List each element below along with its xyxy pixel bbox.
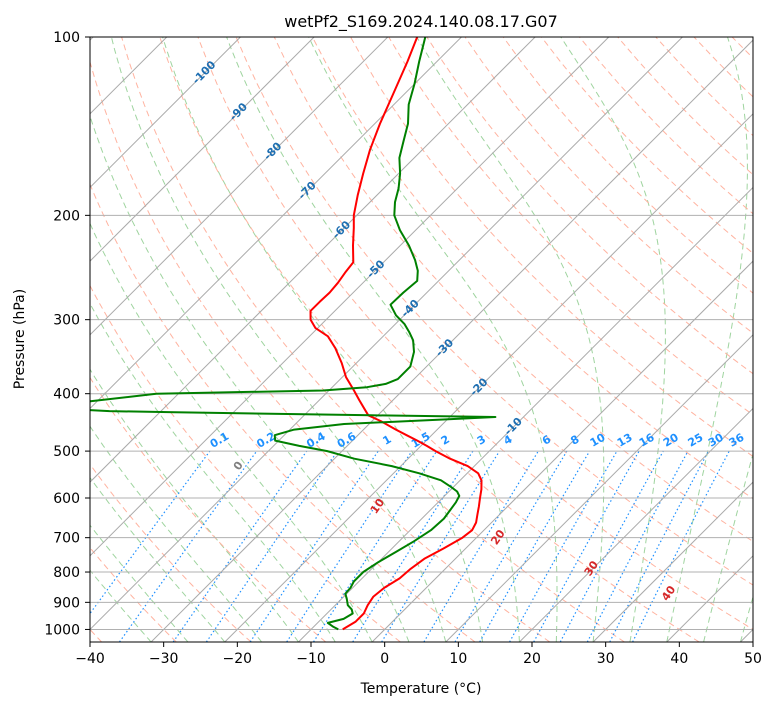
x-axis-label: Temperature (°C) <box>360 681 482 697</box>
chart-title: wetPf2_S169.2024.140.08.17.G07 <box>284 12 558 32</box>
mixing-ratio-line <box>172 450 308 642</box>
mixing-ratio-line <box>559 450 664 642</box>
moist-adiabat <box>110 37 447 642</box>
plot-frame <box>89 36 754 643</box>
y-tick-label: 700 <box>53 531 80 547</box>
x-tick-label: 20 <box>523 651 541 667</box>
y-tick-label: 500 <box>53 444 80 460</box>
mixing-ratio-line <box>312 450 438 642</box>
y-tick-label: 800 <box>53 565 80 581</box>
mixing-ratio-line <box>632 450 730 642</box>
isotherm-line <box>90 37 389 336</box>
x-tick-label: 40 <box>670 651 688 667</box>
moist-adiabat <box>416 37 605 642</box>
pressure-gridlines <box>90 37 753 630</box>
mixing-ratio-line <box>205 450 338 642</box>
dry-adiabat <box>159 37 700 642</box>
mixing-ratio-line <box>90 450 211 615</box>
dry-adiabats <box>90 37 753 642</box>
mixing-ratio-line <box>533 450 640 642</box>
dry-adiabat <box>235 37 753 586</box>
x-tick-label: −40 <box>75 651 105 667</box>
moist-adiabat <box>703 452 753 642</box>
moist-adiabat <box>90 222 373 642</box>
isotherm-line <box>90 37 610 557</box>
dry-adiabat <box>502 37 753 294</box>
moist-adiabat <box>90 425 263 642</box>
moist-adiabat <box>90 302 336 642</box>
profile-lines <box>90 37 497 631</box>
moist-adiabat <box>666 37 748 642</box>
x-tick-label: −30 <box>149 651 179 667</box>
moist-adiabat <box>308 37 558 642</box>
y-tick-label: 100 <box>53 30 80 46</box>
y-tick-label: 200 <box>53 208 80 224</box>
moist-adiabat <box>90 114 410 642</box>
dry-adiabat <box>311 37 753 500</box>
y-tick-label: 400 <box>53 387 80 403</box>
x-tick-label: 30 <box>597 651 615 667</box>
mixing-ratio-lines <box>90 450 730 642</box>
dry-adiabat <box>121 37 625 642</box>
moist-adiabat <box>90 476 226 642</box>
dry-adiabat <box>197 37 753 630</box>
dry-adiabat <box>90 60 551 642</box>
y-tick-label: 900 <box>53 595 80 611</box>
x-tick-label: 0 <box>380 651 389 667</box>
mixing-ratio-line <box>509 450 618 642</box>
y-tick-label: 600 <box>53 491 80 507</box>
temperature-line <box>309 37 483 631</box>
isotherm-line <box>90 37 683 631</box>
moist-adiabat <box>162 37 484 642</box>
isotherm-line <box>90 37 241 189</box>
isotherm-line <box>298 186 753 642</box>
y-axis-label: Pressure (hPa) <box>12 289 28 389</box>
isotherm-line <box>90 37 315 262</box>
y-tick-label: 1000 <box>44 622 80 638</box>
y-axis-ticks: 100 200 300 400 500 600 700 800 900 1000 <box>44 30 90 638</box>
isotherm-line <box>445 334 753 642</box>
isotherms <box>90 37 753 642</box>
dewpoint-line <box>90 37 497 631</box>
dry-adiabat <box>273 37 753 543</box>
isotherm-line <box>150 39 753 642</box>
mixing-ratio-line <box>381 450 501 642</box>
x-tick-label: −20 <box>223 651 253 667</box>
moist-adiabat <box>226 37 520 642</box>
moist-adiabat <box>560 37 666 642</box>
x-tick-label: 10 <box>449 651 467 667</box>
x-axis-ticks: −40 −30 −20 −10 0 10 20 30 40 50 <box>75 642 762 667</box>
y-tick-label: 300 <box>53 313 80 329</box>
isotherm-line <box>90 37 462 410</box>
x-tick-label: 50 <box>744 651 762 667</box>
plot-clip-group: -100-90-80-70-60-50-40-30-20-10 0.1 0.2 0.… <box>90 37 753 642</box>
moist-adiabat <box>739 595 753 642</box>
x-tick-label: −10 <box>296 651 326 667</box>
moist-adiabat <box>90 569 152 642</box>
dry-adiabat <box>90 463 252 642</box>
mixing-ratio-line <box>249 450 379 642</box>
moist-adiabat <box>90 524 189 642</box>
mixing-ratio-line <box>119 450 258 642</box>
mixing-ratio-line <box>352 450 474 642</box>
isotherm-line <box>592 481 753 642</box>
isotherm-line <box>519 407 753 642</box>
isotherm-line <box>224 113 753 642</box>
dry-adiabat <box>90 376 327 642</box>
mixing-ratio-line <box>286 450 413 642</box>
isotherm-line <box>371 260 753 642</box>
isotherm-line <box>90 37 536 483</box>
